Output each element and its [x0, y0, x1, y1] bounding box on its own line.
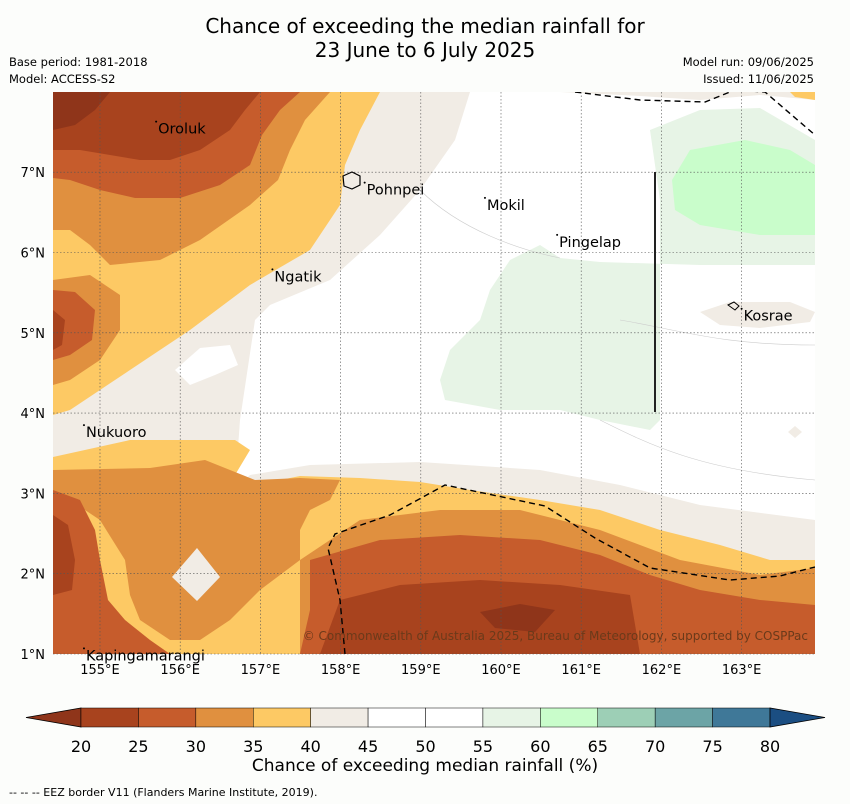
meta-left: Base period: 1981-2018 Model: ACCESS-S2 [9, 54, 148, 88]
kosrae-island [727, 301, 740, 311]
cream-diamond-east [788, 426, 802, 438]
gridlines [53, 92, 815, 655]
lat-tick-label: 4°N [21, 407, 46, 422]
band-35-40-northeast [790, 92, 815, 100]
lon-tick-label: 156°E [160, 663, 200, 678]
place-label: Pingelap [559, 235, 621, 251]
colorbar-under-arrow [25, 707, 82, 728]
colorbar-tick: 60 [530, 737, 551, 756]
place-marker [271, 268, 274, 271]
lon-tick-label: 160°E [481, 663, 521, 678]
title-line-2: 23 June to 6 July 2025 [314, 38, 536, 62]
place-label: Oroluk [158, 122, 206, 138]
eez-border-south [327, 484, 815, 654]
place-marker [363, 181, 366, 184]
colorbar-tick: 50 [415, 737, 436, 756]
place-marker [556, 233, 559, 236]
colorbar-over-arrow [769, 707, 826, 728]
eez-borders [327, 92, 815, 654]
place-label: Pohnpei [367, 183, 425, 199]
thin-contour-1 [419, 189, 561, 259]
thin-contour-3 [619, 319, 815, 346]
place-label: Ngatik [274, 269, 322, 285]
title-line-1: Chance of exceeding the median rainfall … [205, 14, 645, 38]
lat-tick-label: 3°N [21, 487, 46, 502]
colorbar-tick: 70 [644, 737, 666, 756]
colorbar-swatch [138, 707, 197, 728]
lon-tick-label: 155°E [80, 663, 120, 678]
colorbar-title: Chance of exceeding median rainfall (%) [251, 756, 599, 776]
colorbar-swatch [654, 707, 713, 728]
band-60-65 [672, 140, 815, 235]
lat-tick-label: 7°N [21, 166, 46, 181]
band-40-45-northeast [560, 92, 815, 100]
colorbar-tick: 20 [70, 737, 92, 756]
kosrae-cream-patch [700, 302, 815, 328]
band-30-35 [53, 92, 815, 654]
lon-tick-label: 163°E [722, 663, 762, 678]
lon-tick-label: 157°E [241, 663, 281, 678]
colorbar-tick: 25 [128, 737, 149, 756]
place-marker [740, 307, 743, 310]
place-marker [82, 424, 85, 427]
model-run: Model run: 09/06/2025 [682, 55, 814, 69]
band-20-25 [53, 92, 640, 654]
colorbar-tick: 65 [587, 737, 608, 756]
white-diamond-south [172, 548, 220, 601]
colorbar-swatch [80, 707, 139, 728]
lat-tick-label: 5°N [21, 327, 46, 342]
contour-fill [53, 92, 815, 654]
issued-date: Issued: 11/06/2025 [703, 72, 814, 86]
thin-contour-2 [599, 419, 815, 481]
lon-tick-label: 161°E [561, 663, 601, 678]
colorbar-tick: 45 [357, 737, 379, 756]
map-title: Chance of exceeding the median rainfall … [0, 14, 850, 62]
colorbar [25, 707, 826, 728]
place-label: Kapingamarangi [86, 648, 205, 664]
colorbar-swatch [367, 707, 426, 728]
colorbar-tick: 80 [759, 737, 781, 756]
lon-tick-label: 159°E [401, 663, 441, 678]
lon-tick-label: 158°E [321, 663, 361, 678]
colorbar-tick: 35 [243, 737, 264, 756]
meta-right: Model run: 09/06/2025 Issued: 11/06/2025 [683, 54, 814, 88]
colorbar-tick: 55 [472, 737, 494, 756]
colorbar-swatch [310, 707, 369, 728]
colorbar-swatch [195, 707, 254, 728]
base-period: Base period: 1981-2018 [9, 55, 148, 69]
eez-footnote: -- -- -- EEZ border V11 (Flanders Marine… [9, 786, 318, 799]
place-label: Mokil [487, 198, 525, 214]
colorbar-swatch [425, 707, 484, 728]
place-label: Nukuoro [86, 425, 147, 441]
colorbar-swatch [482, 707, 541, 728]
lat-tick-label: 1°N [21, 648, 46, 663]
colorbar-tick: 40 [300, 737, 321, 756]
colorbar-tick: 75 [702, 737, 723, 756]
copyright-text: © Commonwealth of Australia 2025, Bureau… [303, 629, 808, 643]
colorbar-swatch [597, 707, 656, 728]
eez-border-north [574, 92, 815, 136]
colorbar-tick: 30 [185, 737, 206, 756]
lat-tick-label: 2°N [21, 568, 46, 583]
place-marker [483, 196, 486, 199]
colorbar-swatch [712, 707, 771, 728]
place-marker [155, 120, 158, 123]
axis-labels: 155°E 156°E 157°E 158°E 159°E 160°E 161°E 162°E… [21, 166, 762, 678]
colorbar-swatch [540, 707, 598, 728]
lat-tick-label: 6°N [21, 247, 46, 262]
lon-tick-label: 162°E [642, 663, 682, 678]
pohnpei-island [342, 171, 361, 190]
place-marker [82, 647, 85, 650]
place-label: Kosrae [744, 309, 793, 325]
place-labels: Oroluk Pohnpei Mokil Pingelap Ngatik Kosrae Nu… [82, 120, 793, 664]
white-pocket-west [175, 345, 238, 385]
colorbar-swatch [253, 707, 311, 728]
model-name: Model: ACCESS-S2 [9, 72, 116, 86]
